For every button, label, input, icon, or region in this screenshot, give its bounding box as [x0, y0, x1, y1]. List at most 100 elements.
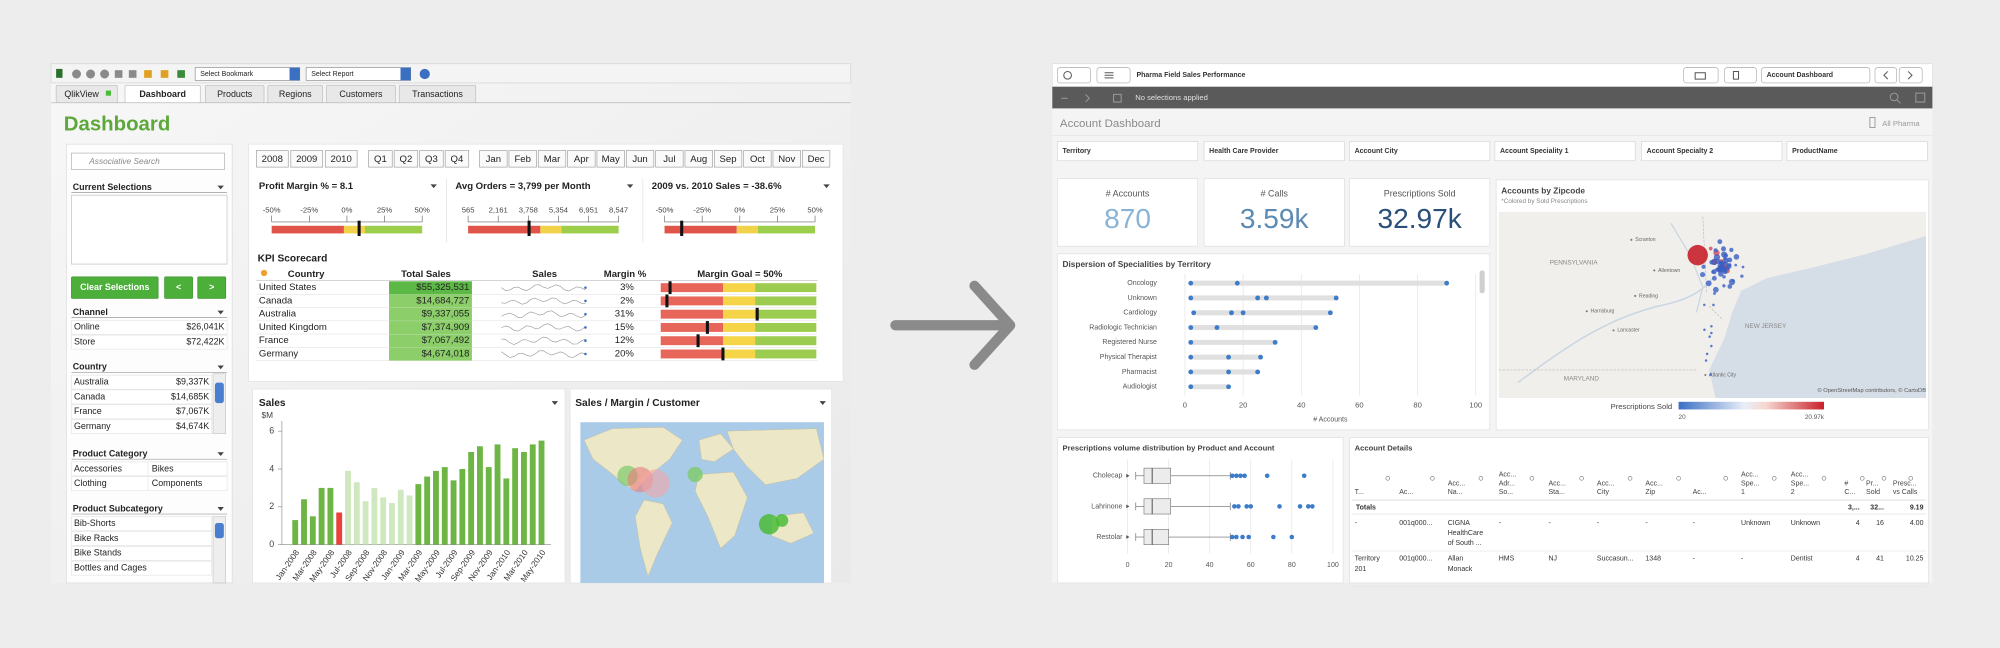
bar[interactable] — [468, 451, 475, 545]
search-icon[interactable] — [1772, 476, 1777, 481]
scroll-thumb[interactable] — [214, 382, 224, 404]
dropdown-button[interactable] — [400, 67, 411, 81]
dot[interactable] — [1327, 310, 1333, 316]
button-label[interactable]: > — [209, 282, 214, 292]
tab-label[interactable]: Products — [217, 89, 253, 99]
list-row[interactable] — [71, 461, 228, 477]
column-header[interactable]: T... — [1355, 489, 1364, 496]
filter-label[interactable]: Q4 — [451, 154, 464, 165]
filter-button[interactable] — [801, 150, 831, 168]
account-dot[interactable] — [1728, 278, 1736, 286]
filter-pane[interactable] — [1786, 141, 1928, 162]
box[interactable] — [1143, 529, 1169, 545]
bar[interactable] — [397, 489, 404, 545]
list-row[interactable] — [71, 560, 213, 576]
list-row[interactable] — [71, 404, 213, 420]
account-dot[interactable] — [1711, 275, 1717, 281]
tab[interactable] — [398, 85, 477, 104]
dot[interactable] — [1234, 280, 1240, 286]
filter-label[interactable]: Feb — [514, 154, 530, 165]
dropdown-arrow[interactable] — [823, 184, 830, 189]
bar[interactable] — [441, 467, 448, 545]
expand-arrow[interactable] — [1126, 473, 1130, 478]
selection-tools[interactable] — [1061, 92, 1926, 104]
account-dot[interactable] — [1715, 267, 1719, 272]
filter-pane[interactable] — [1641, 141, 1783, 162]
list-item[interactable]: Bottles and Cages — [74, 562, 147, 572]
filter-label[interactable]: Account Speciality 1 — [1500, 148, 1569, 155]
filter-label[interactable]: Jul — [663, 154, 675, 165]
account-dot[interactable] — [1708, 335, 1711, 338]
dot[interactable] — [1444, 280, 1450, 286]
dot[interactable] — [1226, 384, 1231, 390]
tab[interactable] — [267, 85, 324, 104]
search-icon[interactable] — [1860, 476, 1865, 481]
search-icon[interactable] — [1385, 476, 1390, 481]
filter-label[interactable]: Account City — [1355, 148, 1398, 155]
outlier[interactable] — [1246, 534, 1252, 540]
outlier[interactable] — [1305, 504, 1311, 509]
search-placeholder[interactable]: Associative Search — [88, 156, 160, 166]
column-header[interactable]: Sta... — [1548, 489, 1564, 496]
filter-button[interactable] — [368, 150, 393, 168]
list-item[interactable]: Components — [152, 478, 203, 488]
dropdown-arrow[interactable] — [551, 401, 559, 405]
filter-pane[interactable] — [1203, 141, 1345, 162]
bar[interactable] — [327, 487, 334, 545]
outlier[interactable] — [1234, 473, 1239, 479]
list-item[interactable]: Germany — [74, 421, 111, 431]
bar[interactable] — [485, 467, 492, 545]
button[interactable] — [71, 276, 159, 299]
filter-label[interactable]: Territory — [1063, 148, 1091, 155]
column-header[interactable]: Acc... — [1448, 480, 1466, 487]
tab-label[interactable]: Transactions — [412, 89, 463, 99]
bar[interactable] — [301, 499, 307, 545]
column-header[interactable]: Acc... — [1597, 480, 1615, 487]
column-header[interactable]: So... — [1499, 489, 1513, 496]
filter-label[interactable]: Q3 — [425, 154, 438, 165]
search-icon[interactable] — [1723, 476, 1728, 481]
tab-label[interactable]: Regions — [279, 89, 312, 99]
tab-label[interactable]: Customers — [339, 89, 383, 99]
account-dot[interactable] — [1733, 254, 1740, 260]
filter-button[interactable] — [508, 150, 537, 168]
list-row[interactable] — [71, 419, 213, 434]
scroll-thumb[interactable] — [214, 522, 224, 539]
account-dot[interactable] — [1708, 246, 1713, 251]
filter-button[interactable] — [419, 150, 444, 168]
dot[interactable] — [1188, 384, 1194, 390]
dot[interactable] — [1188, 295, 1194, 301]
outlier[interactable] — [1229, 534, 1235, 540]
account-dot[interactable] — [1719, 263, 1725, 268]
column-header[interactable]: Acc... — [1741, 471, 1759, 478]
dropdown-arrow[interactable] — [217, 185, 224, 190]
list-item[interactable]: Bib-Shorts — [74, 518, 116, 528]
outlier[interactable] — [1234, 534, 1239, 540]
dot[interactable] — [1226, 369, 1231, 375]
list-row[interactable] — [71, 374, 213, 390]
dropdown-arrow[interactable] — [626, 184, 634, 189]
dropdown-arrow[interactable] — [819, 401, 826, 405]
column-header[interactable]: # — [1844, 480, 1848, 487]
filter-label[interactable]: Jun — [632, 154, 647, 165]
dot[interactable] — [1188, 369, 1194, 375]
expand-arrow[interactable] — [1126, 535, 1130, 539]
account-dot[interactable] — [1699, 271, 1706, 278]
account-dot[interactable] — [1727, 284, 1733, 289]
toolbar-icons[interactable] — [56, 68, 185, 79]
bar[interactable] — [494, 444, 501, 545]
list-item[interactable]: Bike Racks — [74, 533, 119, 543]
filter-label[interactable]: Mar — [544, 154, 561, 165]
tab[interactable] — [205, 85, 265, 104]
filter-button[interactable] — [772, 150, 801, 168]
dropdown-arrow[interactable] — [217, 452, 224, 457]
filter-pane[interactable] — [1494, 141, 1636, 162]
dot[interactable] — [1333, 295, 1339, 301]
outlier[interactable] — [1289, 534, 1295, 540]
bar[interactable] — [353, 482, 360, 545]
search-icon[interactable] — [1430, 476, 1435, 481]
dot[interactable] — [1214, 325, 1220, 330]
list-row[interactable] — [71, 516, 213, 532]
dropdown-button[interactable] — [289, 67, 300, 81]
dot[interactable] — [1191, 310, 1197, 316]
